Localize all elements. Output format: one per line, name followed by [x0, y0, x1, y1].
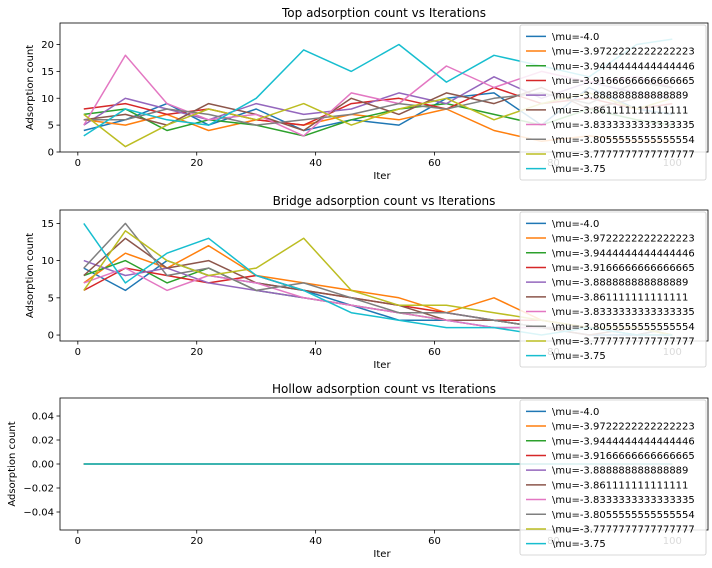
x-axis-label: Iter: [373, 171, 391, 182]
y-axis-label: Adsorption count: [7, 421, 18, 506]
y-axis-label: Adsorption count: [25, 233, 36, 318]
y-tick-label: 10: [41, 256, 54, 267]
y-tick-label: 5: [48, 121, 54, 132]
x-tick-label: 20: [190, 536, 203, 547]
y-tick-label: −0.02: [23, 484, 54, 495]
y-tick-label: 0.02: [32, 436, 54, 447]
legend-entry: \mu=-3.8055555555555554: [552, 510, 695, 521]
legend-entry: \mu=-4.0: [552, 407, 599, 418]
y-tick-label: 10: [41, 94, 54, 105]
legend-entry: \mu=-3.75: [552, 164, 606, 175]
y-axis-label: Adsorption count: [25, 45, 36, 130]
chart-panel-2: Bridge adsorption count vs Iterations 0 20…: [25, 194, 709, 371]
plot-frame: [59, 209, 709, 342]
chart-title: Hollow adsorption count vs Iterations: [272, 382, 496, 396]
legend-entry: \mu=-3.7777777777777777: [552, 149, 695, 160]
legend-box: [519, 399, 707, 556]
x-tick-label: 20: [190, 158, 203, 169]
legend-entry: \mu=-3.888888888888889: [552, 278, 688, 289]
legend-entry: \mu=-3.9166666666666665: [552, 76, 695, 87]
x-axis-label: Iter: [373, 549, 391, 560]
x-axis-label: Iter: [373, 360, 391, 371]
legend-box: [519, 211, 707, 368]
legend-entry: \mu=-3.9722222222222223: [552, 422, 695, 433]
x-tick-label: 60: [428, 158, 441, 169]
legend-entry: \mu=-3.7777777777777777: [552, 336, 695, 347]
legend-box: [519, 24, 707, 181]
legend: \mu=-4.0 \mu=-3.9722222222222223 \mu=-3.94…: [519, 24, 707, 181]
x-tick-label: 0: [75, 158, 81, 169]
y-tick-label: 20: [41, 40, 54, 51]
legend-entry: \mu=-3.8055555555555554: [552, 322, 695, 333]
legend-entry: \mu=-3.7777777777777777: [552, 524, 695, 535]
x-tick-label: 40: [309, 347, 322, 358]
legend-entry: \mu=-3.8333333333333335: [552, 307, 695, 318]
chart-panel-1: Top adsorption count vs Iterations 0 20 40 6…: [25, 6, 709, 182]
x-tick-label: 0: [75, 536, 81, 547]
legend-entry: \mu=-3.9444444444444446: [552, 436, 695, 447]
y-tick-label: 15: [41, 67, 54, 78]
y-tick-label: −0.04: [23, 508, 54, 519]
legend-entry: \mu=-3.861111111111111: [552, 105, 688, 116]
legend-entry: \mu=-3.888888888888889: [552, 91, 688, 102]
y-tick-label: 0: [48, 331, 54, 342]
legend-entry: \mu=-3.8333333333333335: [552, 495, 695, 506]
x-tick-label: 60: [428, 536, 441, 547]
x-tick-label: 40: [309, 536, 322, 547]
y-tick-label: 15: [41, 219, 54, 230]
legend-entry: \mu=-3.8333333333333335: [552, 120, 695, 131]
y-tick-label: 5: [48, 293, 54, 304]
chart-title: Bridge adsorption count vs Iterations: [273, 194, 496, 208]
chart-title: Top adsorption count vs Iterations: [281, 6, 486, 20]
legend-entry: \mu=-3.9722222222222223: [552, 47, 695, 58]
legend-entry: \mu=-3.75: [552, 351, 606, 362]
legend-entry: \mu=-3.9166666666666665: [552, 263, 695, 274]
x-tick-label: 40: [309, 158, 322, 169]
x-tick-label: 0: [75, 347, 81, 358]
x-tick-label: 20: [190, 347, 203, 358]
legend-entry: \mu=-3.861111111111111: [552, 480, 688, 491]
legend-entry: \mu=-3.861111111111111: [552, 292, 688, 303]
legend-entry: \mu=-4.0: [552, 32, 599, 43]
legend-entry: \mu=-3.75: [552, 539, 606, 550]
legend-entry: \mu=-3.8055555555555554: [552, 135, 695, 146]
y-tick-label: 0.00: [32, 460, 54, 471]
y-tick-label: 0.04: [32, 412, 54, 423]
legend-entry: \mu=-3.9722222222222223: [552, 234, 695, 245]
legend-entry: \mu=-3.9166666666666665: [552, 451, 695, 462]
plot-frame: [59, 22, 709, 153]
legend: \mu=-4.0 \mu=-3.9722222222222223 \mu=-3.94…: [519, 211, 707, 368]
y-tick-label: 0: [48, 148, 54, 159]
legend-entry: \mu=-3.9444444444444446: [552, 248, 695, 259]
legend: \mu=-4.0 \mu=-3.9722222222222223 \mu=-3.94…: [519, 399, 707, 556]
legend-entry: \mu=-4.0: [552, 219, 599, 230]
x-tick-label: 60: [428, 347, 441, 358]
legend-entry: \mu=-3.9444444444444446: [552, 61, 695, 72]
legend-entry: \mu=-3.888888888888889: [552, 466, 688, 477]
chart-panel-3: Hollow adsorption count vs Iterations 0 20…: [7, 382, 709, 560]
